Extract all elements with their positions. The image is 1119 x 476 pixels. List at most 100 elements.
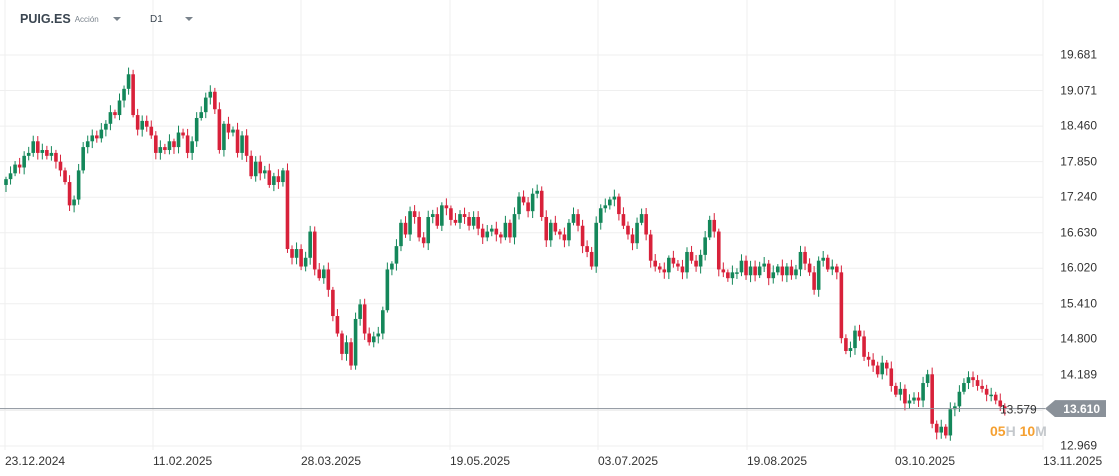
candle-body	[476, 217, 480, 229]
candle-body	[72, 199, 76, 206]
candle-body	[453, 219, 458, 223]
candle-body	[40, 150, 45, 153]
candle-body	[340, 333, 344, 354]
candle-body	[612, 196, 617, 200]
candle	[394, 239, 399, 271]
candle	[748, 260, 753, 283]
candle-body	[344, 342, 349, 354]
candle	[417, 211, 421, 242]
candle	[608, 196, 612, 210]
candle-body	[290, 249, 294, 258]
candle	[381, 306, 385, 340]
candle	[839, 265, 844, 344]
candle-body	[635, 222, 639, 244]
candle	[621, 207, 626, 230]
candle	[235, 122, 240, 158]
candle	[135, 108, 140, 136]
candle	[240, 131, 244, 160]
candle-body	[875, 365, 880, 375]
candle-body	[608, 199, 612, 206]
candle-body	[567, 222, 571, 241]
candle-body	[335, 316, 340, 334]
candle	[267, 163, 272, 188]
candle	[585, 240, 589, 258]
candle-body	[689, 251, 694, 261]
candle	[689, 245, 694, 264]
candle	[149, 120, 154, 139]
candle-body	[285, 170, 290, 250]
candle-body	[707, 219, 712, 238]
candle-body	[371, 336, 376, 343]
candle	[13, 161, 17, 177]
price-label: 12.969	[1060, 438, 1097, 453]
candle-body	[830, 266, 835, 270]
candle-body	[358, 304, 362, 319]
candle	[821, 251, 825, 267]
candle	[8, 166, 13, 185]
candle	[907, 394, 912, 409]
candle	[562, 227, 567, 248]
candle-body	[308, 231, 312, 258]
candle	[966, 371, 971, 390]
candle	[140, 115, 144, 137]
candle	[358, 299, 362, 326]
price-label: 19.071	[1060, 83, 1097, 98]
chevron-down-icon[interactable]	[112, 17, 121, 21]
candle	[376, 326, 381, 344]
date-label: 13.11.2025	[1043, 454, 1103, 468]
candle-body	[272, 176, 276, 185]
candle	[558, 228, 562, 240]
candle	[998, 393, 1003, 411]
candle-body	[176, 132, 181, 148]
candle-body	[916, 397, 921, 401]
candle	[875, 361, 880, 378]
candle	[480, 223, 485, 245]
candle	[35, 136, 40, 160]
chevron-down-icon[interactable]	[184, 17, 193, 21]
timeframe-value: D1	[150, 13, 163, 25]
candle-body	[430, 214, 435, 218]
candle-body	[698, 254, 703, 267]
candle	[390, 261, 394, 276]
symbol-selector[interactable]: PUIG.ES Acción	[20, 11, 121, 27]
candle	[880, 355, 885, 380]
candle-body	[135, 115, 140, 130]
candle	[798, 245, 803, 277]
candle	[185, 128, 190, 159]
candle-body	[276, 176, 281, 183]
candle-body	[780, 266, 785, 276]
candle	[344, 335, 349, 361]
candle-body	[317, 269, 322, 279]
candle-body	[535, 190, 539, 194]
candle-body	[45, 150, 49, 156]
candle	[517, 192, 521, 220]
candle	[95, 130, 99, 143]
candle-body	[544, 217, 549, 241]
candle-body	[222, 123, 226, 151]
candle-body	[703, 237, 707, 255]
candle	[299, 244, 303, 271]
candle-body	[539, 190, 544, 218]
candle-body	[726, 272, 730, 279]
candle	[108, 105, 113, 131]
candle	[598, 204, 603, 230]
candle-body	[657, 266, 662, 270]
candle-body	[54, 152, 58, 162]
candle-body	[154, 135, 158, 153]
candle-body	[807, 263, 812, 273]
date-label: 03.10.2025	[895, 454, 956, 468]
symbol-name: PUIG.ES	[20, 12, 71, 26]
timeframe-selector[interactable]: D1	[150, 11, 193, 27]
candle	[467, 211, 471, 231]
candle	[40, 143, 45, 160]
candle-body	[117, 100, 122, 116]
candle-body	[744, 260, 748, 276]
candle	[453, 213, 458, 226]
candle-body	[848, 348, 853, 351]
candle	[208, 85, 213, 105]
candle-body	[953, 406, 957, 410]
candle-body	[440, 205, 444, 226]
candle-body	[576, 214, 580, 226]
candle	[549, 219, 553, 247]
